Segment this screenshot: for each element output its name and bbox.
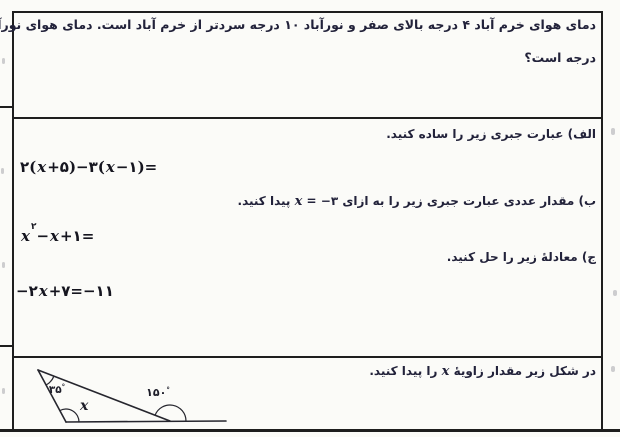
scan-artifact xyxy=(2,58,5,64)
geometry-text-before: در شکل زیر مقدار زاویۀ xyxy=(449,364,596,378)
part-b-value: = −۳ xyxy=(302,194,339,208)
expr-b-x: x xyxy=(21,227,30,245)
expr-c-term: +۷=−۱۱ xyxy=(48,282,114,300)
equation-solve: −۲x+۷=−۱۱ xyxy=(16,282,114,300)
scan-artifact xyxy=(2,388,5,394)
expr-a-term: ۲( xyxy=(20,158,37,176)
margin-strip-divider-1 xyxy=(0,106,12,108)
angle-arc-x xyxy=(59,408,80,423)
angle-label-35: ۳۵° xyxy=(49,383,65,396)
expression-evaluate: x۲−x+۱= xyxy=(20,222,95,245)
question-temperature-line2: درجه است؟ xyxy=(524,50,596,65)
triangle-side-left xyxy=(37,369,67,423)
expr-c-x: x xyxy=(38,282,48,300)
expr-b-x: x xyxy=(50,227,59,245)
table-row-divider-2 xyxy=(12,356,603,358)
angle-arc-apex xyxy=(45,375,55,386)
geometry-x: x xyxy=(441,364,450,379)
triangle-base-line xyxy=(65,420,227,423)
table-border-top xyxy=(12,11,603,13)
expr-a-term: )= xyxy=(137,158,158,176)
triangle-figure: ۳۵° x ۱۵۰° xyxy=(37,369,227,423)
angle-arc-exterior xyxy=(154,404,187,422)
table-border-bottom xyxy=(0,429,620,432)
part-b-text-before: ب) مقدار عددی عبارت جبری زیر را به ازای xyxy=(338,194,596,208)
margin-strip-divider-2 xyxy=(0,345,12,347)
expr-c-term: −۲ xyxy=(16,282,38,300)
part-a-label: الف) عبارت جبری زیر را ساده کنید. xyxy=(386,127,596,141)
expr-a-x: x xyxy=(105,158,115,176)
expression-simplify: ۲(x+۵)−۳(x−۱)= xyxy=(20,158,157,176)
table-border-right xyxy=(601,11,603,432)
question-temperature-line1: دمای هوای خرم آباد ۴ درجه بالای صفر و نو… xyxy=(0,17,596,32)
table-row-divider-1 xyxy=(12,117,603,119)
scan-artifact xyxy=(611,366,615,372)
expr-a-term: +۵ xyxy=(47,158,69,176)
part-b-x: x xyxy=(294,194,303,209)
expr-b-term: +۱= xyxy=(59,227,95,245)
part-c-label: ج) معادلۀ زیر را حل کنید. xyxy=(446,250,596,264)
part-b-text-after: پیدا کنید. xyxy=(237,194,295,208)
angle-label-150: ۱۵۰° xyxy=(146,386,170,399)
expr-a-x: x xyxy=(37,158,47,176)
expr-b-exponent: ۲ xyxy=(30,222,37,232)
scan-artifact xyxy=(611,128,615,135)
expr-a-term: −۱ xyxy=(115,158,138,176)
triangle-side-long xyxy=(37,369,171,422)
scan-artifact xyxy=(1,168,4,174)
geometry-text-after: را پیدا کنید. xyxy=(369,364,442,378)
scan-artifact xyxy=(613,290,617,296)
angle-label-x: x xyxy=(79,398,89,414)
expr-b-term: − xyxy=(36,227,50,245)
table-border-left xyxy=(12,11,14,432)
scan-artifact xyxy=(2,262,5,268)
expr-a-term: )−۳( xyxy=(68,158,105,176)
question-geometry-prompt: در شکل زیر مقدار زاویۀ x را پیدا کنید. xyxy=(369,364,596,379)
part-b-label: ب) مقدار عددی عبارت جبری زیر را به ازای … xyxy=(238,194,596,209)
